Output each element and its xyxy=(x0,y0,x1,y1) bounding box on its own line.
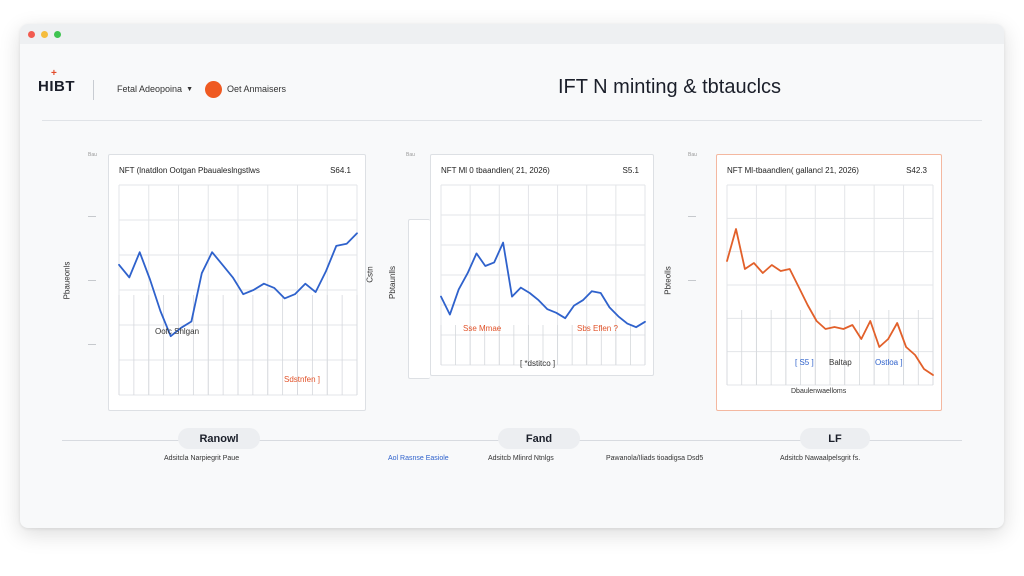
tab-ranowl[interactable]: Ranowl xyxy=(178,428,260,449)
panel-3-side-label: Pbteolls xyxy=(663,266,673,295)
status-label[interactable]: Oet Anmaisers xyxy=(227,84,287,94)
panel-3-outer-dash xyxy=(688,280,696,281)
panel-value: S5.1 xyxy=(622,166,639,175)
line-chart-2 xyxy=(440,184,646,366)
logo[interactable]: HIBT xyxy=(38,78,75,95)
chart-note: [ *dstitco ] xyxy=(520,359,556,368)
logo-mark-icon: + xyxy=(51,68,57,79)
chart-note: Sdstnfen ] xyxy=(284,375,321,384)
header-divider xyxy=(93,80,94,100)
chart-note: [ S5 ] xyxy=(795,358,814,367)
close-window-dot[interactable] xyxy=(28,30,35,38)
footer-text: Adsitcb Mlinrd Ntnlgs xyxy=(488,455,554,462)
panel-3-outer-tick: Bau xyxy=(688,152,697,158)
header-divider-line xyxy=(42,120,982,121)
footer-text: Adsitcla Narpiegrit Paue xyxy=(164,455,240,462)
panel-2-side-label-2: Cstn xyxy=(365,266,375,283)
chart-note: Sbs Eflen ? xyxy=(577,324,618,333)
panel-1-side-label: Pbaueonls xyxy=(62,261,72,300)
line-chart-1 xyxy=(118,184,358,396)
panel-1-outer-dash xyxy=(88,344,96,345)
panel-value: S64.1 xyxy=(330,166,351,175)
panel-value: S42.3 xyxy=(906,166,927,175)
chart-panel-1[interactable]: NFT (lnatdlon Ootgan Pbaualeslngstlws S6… xyxy=(108,154,366,411)
chart-note: Ostloa ] xyxy=(875,358,903,367)
page-title: IFT N minting & tbtauclcs xyxy=(558,76,782,98)
series-line[interactable] xyxy=(118,232,358,338)
tab-fand[interactable]: Fand xyxy=(498,428,580,449)
window-titlebar xyxy=(20,24,1004,44)
chart-note: Dbaulenwaelloms xyxy=(791,388,847,395)
panel-1-outer-dash xyxy=(88,280,96,281)
app-window: + HIBT Fetal Adeopoina ▼ Oet Anmaisers I… xyxy=(20,24,1004,528)
maximize-window-dot[interactable] xyxy=(54,30,61,38)
filter-dropdown[interactable]: Fetal Adeopoina ▼ xyxy=(117,84,193,94)
panel-1-outer-tick: Bau xyxy=(88,152,97,158)
filter-dropdown-label: Fetal Adeopoina xyxy=(117,84,183,94)
panel-title: NFT Ml 0 tbaandlen( 21, 2026) xyxy=(441,166,550,175)
panel-title: NFT Ml-tbaandlen( gallancl 21, 2026) xyxy=(727,166,859,175)
panel-title: NFT (lnatdlon Ootgan Pbaualeslngstlws xyxy=(119,166,260,175)
footer-text: Pawanola/Iliads tioadigsa Dsd5 xyxy=(606,455,704,462)
chart-panel-3[interactable]: NFT Ml-tbaandlen( gallancl 21, 2026) S42… xyxy=(716,154,942,411)
chart-note: Baltap xyxy=(829,358,852,367)
chart-note: Sse Mmae xyxy=(463,324,502,333)
panel-3-outer-dash xyxy=(688,216,696,217)
series-line[interactable] xyxy=(440,241,646,329)
status-indicator-icon[interactable] xyxy=(205,81,222,98)
chevron-down-icon: ▼ xyxy=(186,85,193,93)
tab-lf[interactable]: LF xyxy=(800,428,870,449)
series-line[interactable] xyxy=(726,228,934,376)
panel-2-side-bracket xyxy=(408,219,430,379)
footer-text: Adsitcb Nawaalpelsgrit fs. xyxy=(780,455,861,462)
chart-panel-2[interactable]: NFT Ml 0 tbaandlen( 21, 2026) S5.1 Sse M… xyxy=(430,154,654,376)
panel-2-outer-tick: Bau xyxy=(406,152,415,158)
panel-2-side-label: Pbtaunlls xyxy=(387,266,397,299)
minimize-window-dot[interactable] xyxy=(41,30,48,38)
panel-1-outer-dash xyxy=(88,216,96,217)
footer-link[interactable]: Aol Rasnse Easiole xyxy=(388,455,449,462)
line-chart-3 xyxy=(726,184,934,386)
chart-note: Oofc Shlgan xyxy=(155,327,200,336)
